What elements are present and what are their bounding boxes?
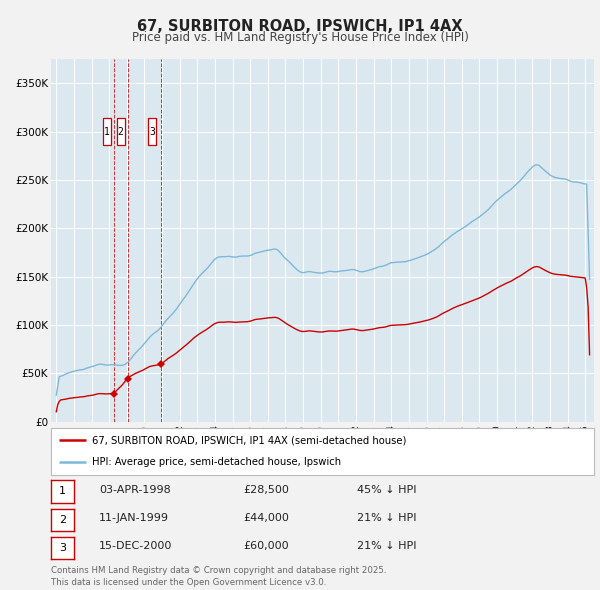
Text: HPI: Average price, semi-detached house, Ipswich: HPI: Average price, semi-detached house,… <box>92 457 341 467</box>
Text: 21% ↓ HPI: 21% ↓ HPI <box>357 542 416 551</box>
Text: £44,000: £44,000 <box>243 513 289 523</box>
Text: £60,000: £60,000 <box>243 542 289 551</box>
Text: £28,500: £28,500 <box>243 485 289 494</box>
Text: 3: 3 <box>59 543 66 553</box>
FancyBboxPatch shape <box>148 118 157 145</box>
Text: Contains HM Land Registry data © Crown copyright and database right 2025.
This d: Contains HM Land Registry data © Crown c… <box>51 566 386 587</box>
Text: 21% ↓ HPI: 21% ↓ HPI <box>357 513 416 523</box>
Text: 45% ↓ HPI: 45% ↓ HPI <box>357 485 416 494</box>
Text: 1: 1 <box>59 487 66 496</box>
Text: 2: 2 <box>118 127 124 136</box>
FancyBboxPatch shape <box>103 118 110 145</box>
Text: 11-JAN-1999: 11-JAN-1999 <box>99 513 169 523</box>
Text: 15-DEC-2000: 15-DEC-2000 <box>99 542 172 551</box>
Text: 03-APR-1998: 03-APR-1998 <box>99 485 171 494</box>
Text: 2: 2 <box>59 515 66 525</box>
Text: 67, SURBITON ROAD, IPSWICH, IP1 4AX (semi-detached house): 67, SURBITON ROAD, IPSWICH, IP1 4AX (sem… <box>92 435 406 445</box>
Text: 3: 3 <box>149 127 155 136</box>
Text: 1: 1 <box>104 127 109 136</box>
Text: Price paid vs. HM Land Registry's House Price Index (HPI): Price paid vs. HM Land Registry's House … <box>131 31 469 44</box>
FancyBboxPatch shape <box>116 118 125 145</box>
Text: 67, SURBITON ROAD, IPSWICH, IP1 4AX: 67, SURBITON ROAD, IPSWICH, IP1 4AX <box>137 19 463 34</box>
